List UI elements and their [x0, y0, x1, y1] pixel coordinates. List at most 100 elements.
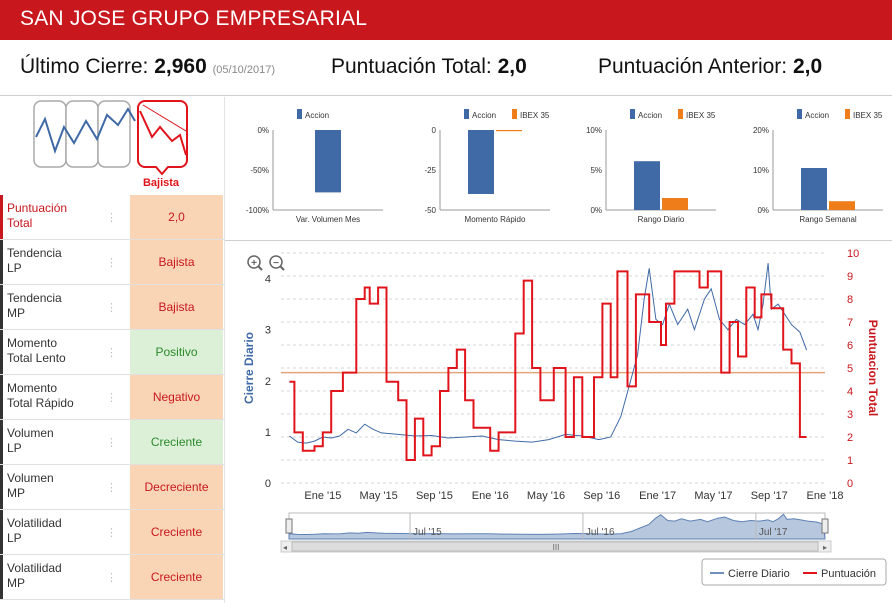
zoom-out-icon[interactable]: −	[269, 255, 285, 271]
y2-tick-label: 3	[847, 409, 853, 421]
x-tick-label: Sep '15	[416, 490, 453, 502]
bar-accion	[634, 161, 660, 210]
y-tick-label: 2	[265, 376, 271, 388]
indicator-label: Volatilidad MP	[0, 555, 130, 599]
scrollbar-thumb[interactable]	[291, 541, 819, 552]
mini-bar-charts: Accion 0% -50% -100% Var. Volumen Mes Accion I…	[246, 109, 883, 224]
navigator-tick: Jul '15	[413, 527, 442, 538]
scroll-left-arrow[interactable]: ◂	[283, 543, 287, 552]
legend-swatch	[512, 109, 517, 119]
zoom-controls: + −	[247, 255, 285, 271]
y-tick-label: 10%	[753, 166, 769, 175]
info-icon[interactable]: ⋮	[106, 437, 117, 449]
puntuacion-total: Puntuación Total: 2,0	[331, 55, 527, 78]
navigator-handle-right[interactable]	[821, 518, 829, 534]
y-tick-label: 20%	[753, 126, 769, 135]
table-row: Puntuación Total ⋮ 2,0	[0, 195, 224, 240]
spark-card-3[interactable]	[97, 100, 131, 168]
y-tick-label: -100%	[246, 206, 269, 215]
table-row: Tendencia MP ⋮ Bajista	[0, 285, 224, 330]
indicator-label: Volumen LP	[0, 420, 130, 464]
table-row: Volatilidad LP ⋮ Creciente	[0, 510, 224, 555]
category-label: Rango Semanal	[799, 215, 857, 224]
legend-swatch	[464, 109, 469, 119]
spark-line-red	[139, 110, 187, 156]
y-tick-label: 0%	[590, 206, 602, 215]
category-label: Var. Volumen Mes	[296, 215, 360, 224]
info-icon[interactable]: ⋮	[106, 527, 117, 539]
indicator-value: Decreciente	[130, 465, 223, 509]
info-icon[interactable]: ⋮	[106, 482, 117, 494]
bar-ibex	[662, 198, 688, 210]
puntuacion-anterior: Puntuación Anterior: 2,0	[598, 55, 823, 78]
info-icon[interactable]: ⋮	[106, 347, 117, 359]
table-row: Momento Total Lento ⋮ Positivo	[0, 330, 224, 375]
x-tick-label: Ene '18	[807, 490, 844, 502]
table-row: Volumen MP ⋮ Decreciente	[0, 465, 224, 510]
y-tick-label: 5%	[590, 166, 602, 175]
indicator-label: Momento Total Rápido	[0, 375, 130, 419]
y-tick-label: 10%	[586, 126, 602, 135]
indicator-value: Creciente	[130, 555, 223, 599]
y-axis-title: Cierre Diario	[242, 332, 256, 404]
zoom-in-icon[interactable]: +	[247, 255, 263, 271]
bar-ibex	[496, 130, 522, 132]
navigator-area	[288, 513, 826, 540]
trend-sparkline-selector: Bajista	[33, 100, 188, 189]
legend-swatch	[845, 109, 850, 119]
indicator-value: Negativo	[130, 375, 223, 419]
y2-tick-label: 5	[847, 363, 853, 375]
y-tick-label: -25	[424, 166, 436, 175]
legend-label: Accion	[305, 111, 329, 120]
y-tick-label: 3	[265, 325, 271, 337]
info-icon[interactable]: ⋮	[106, 302, 117, 314]
bar-chart-3: Accion IBEX 35 10% 5% 0% Rango Diario	[586, 109, 716, 224]
svg-text:+: +	[251, 258, 257, 269]
vertical-divider	[224, 97, 225, 603]
svg-text:−: −	[273, 258, 279, 269]
legend-label[interactable]: Puntuación	[821, 568, 876, 580]
scrollbar[interactable]: III ◂ ▸	[280, 540, 832, 553]
legend-label: IBEX 35	[686, 111, 716, 120]
spark-trend-line	[142, 104, 187, 132]
indicator-value: 2,0	[130, 195, 223, 239]
info-icon[interactable]: ⋮	[106, 257, 117, 269]
navigator-tick: Jul '16	[586, 527, 615, 538]
indicator-value: Positivo	[130, 330, 223, 374]
legend-label[interactable]: Cierre Diario	[728, 568, 790, 580]
y2-tick-label: 10	[847, 248, 859, 260]
y-tick-label: -50	[424, 206, 436, 215]
info-icon[interactable]: ⋮	[106, 572, 117, 584]
y2-tick-label: 7	[847, 317, 853, 329]
y-tick-label: 0%	[757, 206, 769, 215]
info-icon[interactable]: ⋮	[106, 212, 117, 224]
x-tick-label: May '16	[527, 490, 565, 502]
x-tick-label: Ene '16	[472, 490, 509, 502]
indicator-value: Creciente	[130, 510, 223, 554]
y-tick-label: 0	[265, 478, 271, 490]
app-header: SAN JOSE GRUPO EMPRESARIAL	[0, 0, 892, 40]
y-tick-label: 0%	[257, 126, 269, 135]
legend-swatch	[630, 109, 635, 119]
spark-card-4-selected[interactable]	[137, 100, 188, 176]
navigator[interactable]: Jul '15 Jul '16 Jul '17	[285, 512, 829, 540]
x-tick-label: Ene '17	[639, 490, 676, 502]
y2-tick-label: 8	[847, 294, 853, 306]
scroll-right-arrow[interactable]: ▸	[823, 543, 827, 552]
indicator-label: Puntuación Total	[0, 195, 130, 239]
table-row: Tendencia LP ⋮ Bajista	[0, 240, 224, 285]
indicator-label: Volatilidad LP	[0, 510, 130, 554]
info-icon[interactable]: ⋮	[106, 392, 117, 404]
y-tick-label: -50%	[250, 166, 269, 175]
navigator-handle-left[interactable]	[285, 518, 293, 534]
y2-tick-label: 6	[847, 340, 853, 352]
category-label: Rango Diario	[638, 215, 685, 224]
indicator-value: Bajista	[130, 285, 223, 329]
bar-chart-2: Accion IBEX 35 0 -25 -50 Momento Rápido	[424, 109, 550, 224]
y2-tick-label: 2	[847, 432, 853, 444]
indicator-value: Bajista	[130, 240, 223, 284]
bar-accion	[315, 130, 341, 193]
bar-accion	[801, 168, 827, 210]
table-row: Volumen LP ⋮ Creciente	[0, 420, 224, 465]
legend-label: Accion	[638, 111, 662, 120]
